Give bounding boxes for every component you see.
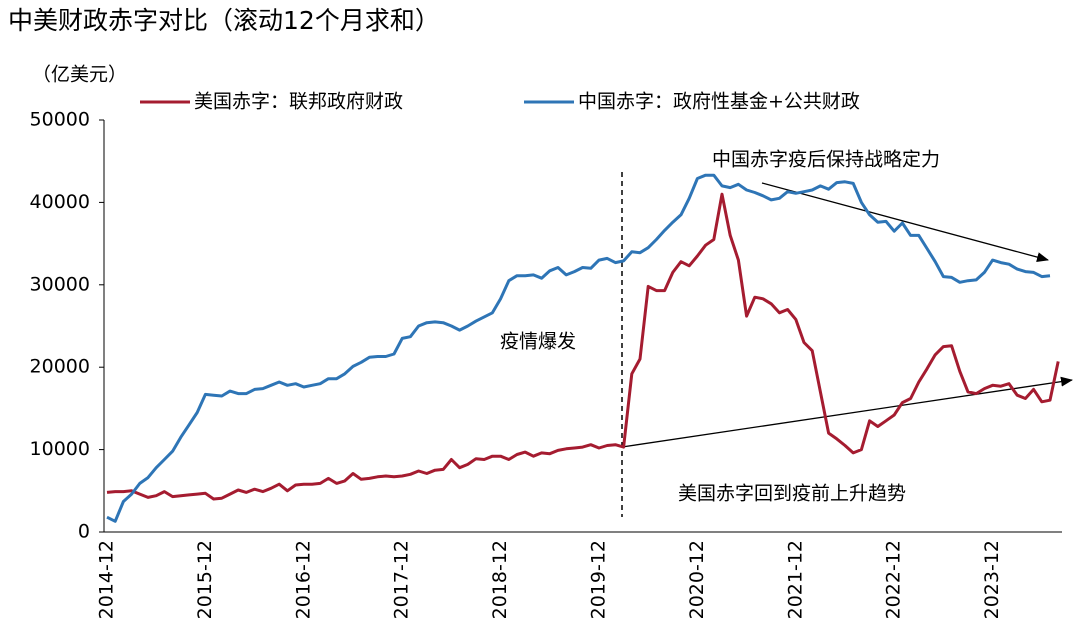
x-tick-label: 2015-12 (194, 540, 216, 619)
y-tick-label: 50000 (30, 109, 90, 131)
y-tick-label: 0 (78, 521, 90, 543)
chart-title: 中美财政赤字对比（滚动12个月求和） (8, 6, 440, 35)
annotation: 疫情爆发 (500, 331, 576, 353)
x-tick-label: 2022-12 (883, 540, 905, 619)
annotation: 中国赤字疫后保持战略定力 (712, 149, 940, 171)
y-axis-label: （亿美元） (32, 64, 127, 86)
y-tick-label: 30000 (30, 273, 90, 295)
trend-arrow (621, 376, 1073, 448)
x-tick-label: 2021-12 (784, 540, 806, 619)
x-tick-label: 2018-12 (489, 540, 511, 619)
legend-label: 美国赤字：联邦政府财政 (194, 91, 403, 113)
trend-arrow (761, 182, 1049, 262)
x-tick-label: 2023-12 (981, 540, 1003, 619)
series-line (106, 192, 1060, 501)
y-tick-label: 10000 (30, 438, 90, 460)
x-tick-label: 2019-12 (588, 540, 610, 619)
series-line (106, 173, 1051, 523)
annotation: 美国赤字回到疫前上升趋势 (678, 483, 906, 505)
x-tick-label: 2014-12 (96, 540, 118, 619)
y-tick-label: 40000 (30, 191, 90, 213)
x-tick-label: 2017-12 (391, 540, 413, 619)
x-tick-label: 2016-12 (292, 540, 314, 619)
legend-label: 中国赤字：政府性基金+公共财政 (578, 91, 860, 113)
x-tick-label: 2020-12 (686, 540, 708, 619)
y-tick-label: 20000 (30, 356, 90, 378)
